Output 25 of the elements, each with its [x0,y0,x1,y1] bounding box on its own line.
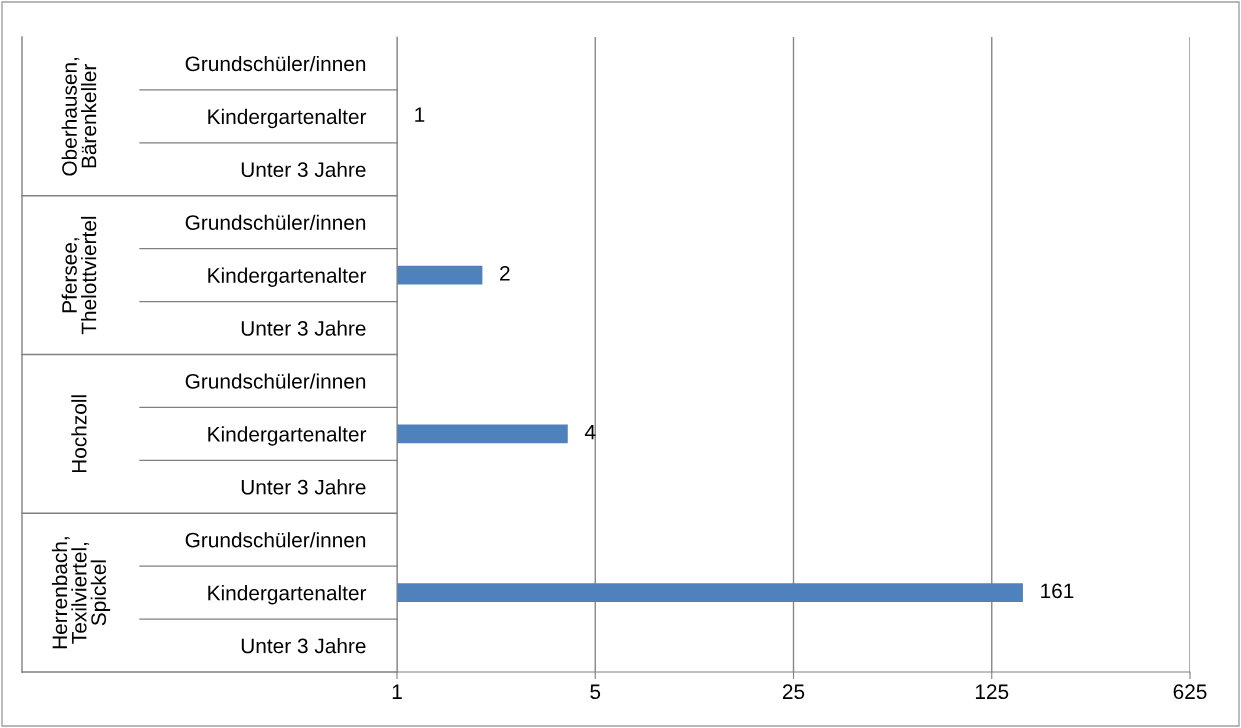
text: Pfersee, Thelottviertel [61,216,97,335]
y-tick-label: Grundschüler/innen [185,532,366,548]
data-label: 2 [500,265,510,281]
data-label: 161 [1041,583,1074,599]
x-tick-label: 1 [392,684,402,699]
text: Hochzoll [71,395,87,473]
y-tick-label: Unter 3 Jahre [241,320,366,336]
y-tick-label: Unter 3 Jahre [241,161,366,178]
data-label: 1 [415,107,425,122]
data-label: 4 [584,424,596,440]
y-tick-label: Unter 3 Jahre [241,637,366,654]
y-tick-label: Kindergartenalter [208,108,367,129]
y-tick-label: Kindergartenalter [208,267,367,287]
x-tick-label: 125 [975,684,1009,700]
y-tick-label: Grundschüler/innen [185,373,366,389]
x-tick-label: 5 [590,684,601,700]
text: Herrenbach, Texilviertel, Spickel [51,537,111,649]
y-tick-label: Kindergartenalter [208,585,367,605]
y-tick-label: Grundschüler/innen [185,55,366,72]
x-tick-label: 625 [1173,684,1207,700]
y-tick-label: Kindergartenalter [208,426,367,446]
text: Oberhausen, Bärenkeller [61,58,97,176]
x-tick-label: 25 [782,684,805,700]
y-tick-label: Unter 3 Jahre [241,479,366,495]
y-tick-label: Grundschüler/innen [185,214,366,230]
